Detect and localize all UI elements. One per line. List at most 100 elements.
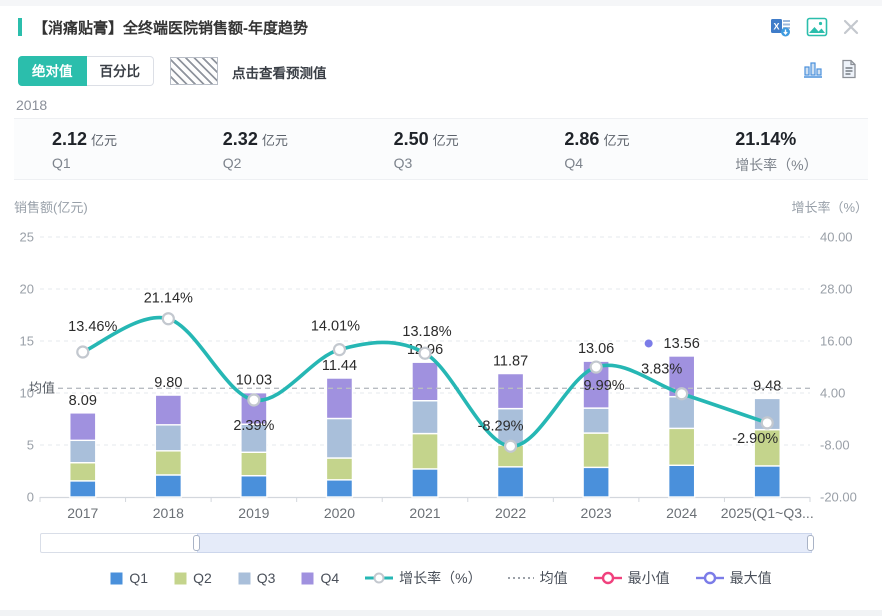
bar-segment-q4[interactable] — [496, 372, 525, 410]
toolbar: 绝对值 百分比 点击查看预测值 — [18, 56, 864, 88]
growth-point[interactable] — [418, 346, 432, 360]
bar-segment-q3[interactable] — [667, 395, 696, 430]
growth-point[interactable] — [161, 312, 175, 326]
datazoom-selected-range[interactable] — [197, 533, 812, 553]
stat-q4: 2.86 亿元 Q4 — [526, 119, 697, 179]
growth-point[interactable] — [503, 439, 518, 453]
stat-q2-label: Q2 — [222, 155, 242, 171]
bar-total-label: 11.87 — [493, 354, 528, 370]
growth-point-label: 13.18% — [402, 324, 451, 340]
legend-item-[interactable]: 增长率（%） — [365, 568, 482, 588]
x-axis-label[interactable]: 2018 — [153, 505, 184, 521]
percentage-button[interactable]: 百分比 — [86, 56, 154, 86]
bar-segment-q1[interactable] — [240, 474, 268, 498]
close-icon[interactable] — [842, 18, 860, 41]
growth-point[interactable] — [589, 360, 603, 374]
growth-point[interactable] — [675, 387, 689, 401]
bar-total-label: 9.80 — [154, 375, 182, 391]
legend-item-Q4[interactable]: Q4 — [301, 570, 339, 586]
bar-segment-q3[interactable] — [154, 424, 183, 452]
right-axis-tick: 40.00 — [820, 230, 853, 245]
legend-item-[interactable]: 最小值 — [593, 568, 670, 588]
bar-segment-q3[interactable] — [325, 417, 354, 459]
absolute-value-button[interactable]: 绝对值 — [18, 56, 87, 86]
growth-point-label: 3.83% — [641, 362, 682, 378]
bar-segment-q1[interactable] — [753, 465, 781, 498]
growth-point-label: 21.14% — [144, 291, 193, 307]
image-export-icon[interactable] — [806, 16, 828, 43]
bar-total-label: 9.48 — [753, 378, 781, 394]
legend-item-Q2[interactable]: Q2 — [174, 570, 212, 586]
datazoom-right-handle[interactable] — [807, 535, 814, 551]
bar-segment-q1[interactable] — [411, 468, 439, 498]
forecast-label[interactable]: 点击查看预测值 — [232, 66, 327, 81]
bar-segment-q2[interactable] — [667, 427, 696, 466]
report-icon[interactable] — [838, 58, 860, 85]
x-axis-label[interactable]: 2020 — [324, 505, 355, 521]
growth-point[interactable] — [247, 393, 261, 407]
bar-segment-q3[interactable] — [69, 439, 97, 464]
forecast-hatch-swatch[interactable] — [170, 57, 218, 85]
bar-segment-q4[interactable] — [411, 361, 439, 402]
bar-segment-q1[interactable] — [69, 480, 97, 498]
bar-segment-q2[interactable] — [411, 432, 439, 470]
stat-q1: 2.12 亿元 Q1 — [14, 119, 185, 179]
bar-total-label: 11.44 — [322, 358, 357, 374]
x-axis-label[interactable]: 2024 — [666, 505, 697, 521]
x-axis-label[interactable]: 2025(Q1~Q3... — [721, 505, 814, 521]
bar-segment-q4[interactable] — [325, 377, 354, 420]
stat-q2-value: 2.32 — [222, 129, 258, 149]
bar-segment-q2[interactable] — [582, 432, 610, 469]
bar-segment-q1[interactable] — [496, 466, 525, 498]
legend-label: 均值 — [539, 570, 568, 586]
legend-item-Q1[interactable]: Q1 — [110, 570, 148, 586]
bar-segment-q2[interactable] — [154, 450, 183, 476]
bar-segment-q1[interactable] — [582, 466, 610, 498]
growth-point[interactable] — [76, 345, 90, 359]
x-axis-label[interactable]: 2017 — [67, 505, 98, 521]
growth-point[interactable] — [760, 416, 774, 430]
bar-segment-q2[interactable] — [69, 461, 97, 482]
bar-chart-icon[interactable] — [802, 58, 824, 85]
right-axis-tick: 28.00 — [820, 282, 853, 297]
bar-segment-q3[interactable] — [411, 399, 439, 435]
right-axis-tick: -20.00 — [820, 490, 857, 505]
x-axis-label[interactable]: 2021 — [409, 505, 440, 521]
stat-q1-label: Q1 — [52, 155, 71, 171]
page-title: 【消痛贴膏】全终端医院销售额-年度趋势 — [33, 20, 308, 37]
legend-ring-marker — [695, 571, 724, 585]
bottom-divider — [0, 610, 882, 616]
bar-segment-q2[interactable] — [240, 451, 268, 477]
x-axis-label[interactable]: 2019 — [238, 505, 269, 521]
bar-segment-q3[interactable] — [496, 407, 525, 446]
stat-q4-label: Q4 — [564, 155, 584, 171]
right-axis-tick: 4.00 — [820, 386, 845, 401]
bar-segment-q1[interactable] — [154, 474, 183, 498]
excel-export-icon[interactable]: X — [770, 16, 792, 43]
bar-segment-q3[interactable] — [582, 407, 610, 434]
legend-item-[interactable]: 均值 — [507, 568, 568, 588]
datazoom-slider[interactable] — [40, 533, 814, 553]
right-axis-tick: -8.00 — [820, 438, 850, 453]
growth-point-label: -8.29% — [478, 418, 524, 434]
growth-point-label: 2.39% — [233, 418, 274, 434]
legend-square-marker — [238, 572, 251, 584]
bar-segment-q4[interactable] — [154, 394, 183, 426]
legend-item-[interactable]: 最大值 — [695, 568, 772, 588]
bar-segment-q4[interactable] — [69, 412, 97, 442]
bar-segment-q2[interactable] — [325, 457, 354, 481]
max-value-marker — [644, 339, 653, 348]
trend-chart[interactable]: 0 -20.00 5 -8.00 10 4.00 15 16.00 20 28.00 25 40.00… — [0, 220, 882, 530]
legend-item-Q3[interactable]: Q3 — [238, 570, 275, 586]
datazoom-left-handle[interactable] — [193, 535, 200, 551]
x-axis-label[interactable]: 2022 — [495, 505, 526, 521]
chart-legend: Q1 Q2 Q3 Q4 增长率（%） 均值 最小值 最大值 — [0, 568, 882, 588]
bar-segment-q2[interactable] — [753, 428, 781, 467]
legend-label: Q1 — [129, 570, 149, 586]
legend-square-marker — [174, 572, 187, 584]
bar-segment-q3[interactable] — [240, 423, 268, 453]
bar-segment-q1[interactable] — [667, 464, 696, 498]
growth-point[interactable] — [332, 343, 347, 357]
bar-segment-q1[interactable] — [325, 479, 354, 498]
x-axis-label[interactable]: 2023 — [581, 505, 612, 521]
